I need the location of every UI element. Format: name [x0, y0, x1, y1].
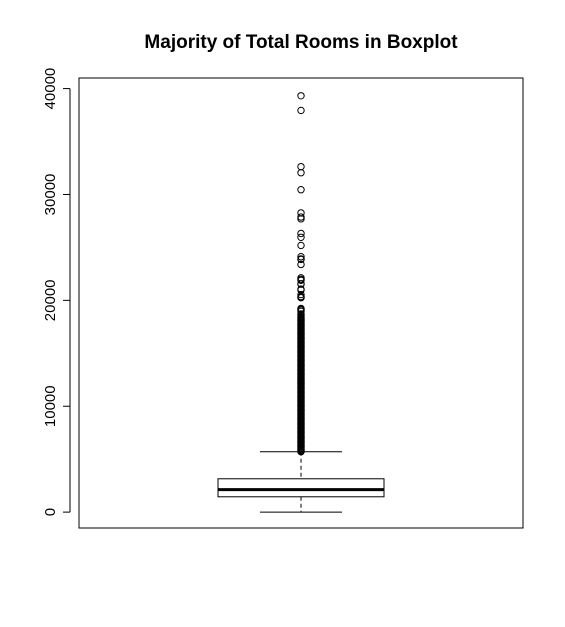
boxplot — [217, 451, 385, 513]
outlier-point — [297, 169, 305, 177]
outlier-point — [297, 106, 305, 115]
outlier-point — [297, 276, 305, 284]
outlier-point — [297, 186, 305, 194]
y-axis: 0 10000 20000 30000 40000 — [42, 68, 71, 516]
outlier-point — [297, 253, 305, 261]
outlier-point — [297, 162, 305, 171]
outlier-point — [297, 255, 305, 264]
outlier-point — [297, 290, 305, 299]
outlier-point — [297, 92, 305, 100]
outlier-point — [297, 313, 305, 322]
outlier-points — [297, 92, 305, 456]
chart-title: Majority of Total Rooms in Boxplot — [144, 32, 458, 53]
outlier-point — [297, 215, 305, 223]
y-tick-label: 30000 — [42, 174, 59, 216]
y-tick-label: 10000 — [42, 385, 59, 427]
y-tick-label: 40000 — [42, 68, 59, 110]
outlier-point — [297, 293, 305, 302]
interquartile-box — [217, 478, 385, 498]
outlier-point — [297, 241, 305, 250]
outlier-point — [297, 280, 305, 288]
outlier-point — [297, 233, 305, 241]
y-tick-label: 20000 — [42, 279, 59, 321]
plot-frame — [78, 77, 524, 529]
outlier-point — [297, 260, 305, 269]
outlier-point — [297, 229, 305, 238]
y-tick-label: 0 — [42, 508, 59, 516]
